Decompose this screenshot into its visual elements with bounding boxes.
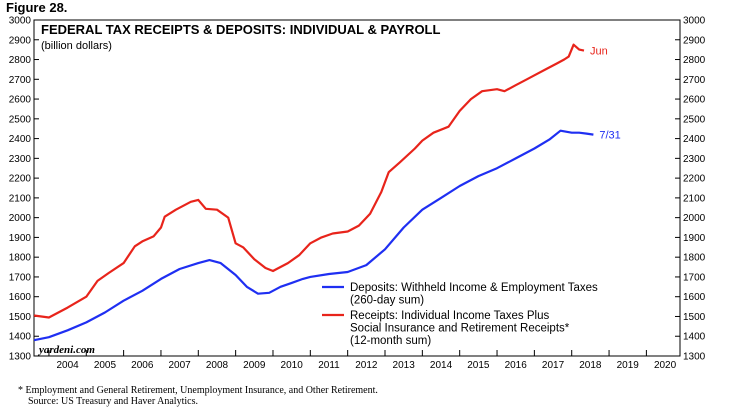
y-tick-label-left: 1600: [9, 292, 32, 303]
x-tick-label: 2009: [243, 360, 266, 371]
legend: Deposits: Withheld Income & Employment T…: [322, 282, 598, 347]
y-tick-label-right: 2100: [683, 193, 706, 204]
x-tick-label: 2016: [505, 360, 528, 371]
x-tick-label: 2008: [206, 360, 229, 371]
legend-entry-text: Social Insurance and Retirement Receipts…: [350, 323, 570, 335]
x-tick-label: 2005: [94, 360, 117, 371]
y-tick-label-left: 1700: [9, 272, 32, 283]
series-layer: 7/31 Jun: [33, 43, 621, 342]
legend-entry-text: (12-month sum): [350, 335, 431, 347]
y-tick-label-left: 1800: [9, 253, 32, 264]
y-tick-label-right: 1500: [683, 312, 706, 323]
y-tick-label-right: 2300: [683, 154, 706, 165]
y-tick-label-left: 2400: [9, 134, 32, 145]
y-tick-label-right: 1900: [683, 233, 706, 244]
x-tick-label: 2011: [318, 360, 340, 371]
legend-entry-text: (260-day sum): [350, 295, 424, 307]
chart: 1300 1400 1500 1600 1700 1800 1900 2000 2100 2200…: [9, 16, 706, 372]
y-tick-label-left: 1500: [9, 312, 32, 323]
footnotes: * Employment and General Retirement, Une…: [18, 385, 378, 407]
x-tick-label: 2004: [56, 360, 79, 371]
x-tick-label: 2019: [617, 360, 640, 371]
y-tick-label-left: 2700: [9, 75, 32, 86]
y-tick-label-right: 3000: [683, 16, 706, 27]
y-tick-label-right: 2000: [683, 213, 706, 224]
x-tick-label: 2006: [131, 360, 154, 371]
y-tick-label-right: 1400: [683, 332, 706, 343]
x-axis: 2004 2005 2006 2007 2008 2009 2010 2011 2012 2013…: [48, 350, 677, 371]
y-tick-label-left: 1300: [9, 352, 32, 363]
chart-subtitle: (billion dollars): [41, 40, 112, 52]
y-tick-label-right: 1800: [683, 253, 706, 264]
x-tick-label: 2013: [393, 360, 416, 371]
plot-frame: [33, 19, 681, 357]
chart-title: FEDERAL TAX RECEIPTS & DEPOSITS: INDIVID…: [41, 22, 440, 37]
y-tick-label-right: 1600: [683, 292, 706, 303]
series-line-deposits: [33, 129, 594, 342]
y-tick-label-left: 2200: [9, 174, 32, 185]
watermark: yardeni.com: [37, 344, 95, 356]
y-tick-label-right: 2500: [683, 114, 706, 125]
y-tick-label-right: 1300: [683, 352, 706, 363]
y-tick-label-left: 1400: [9, 332, 32, 343]
y-tick-label-left: 2800: [9, 55, 32, 66]
y-tick-label-left: 2500: [9, 114, 32, 125]
x-tick-label: 2010: [281, 360, 304, 371]
legend-entry-text: Receipts: Individual Income Taxes Plus: [350, 310, 549, 322]
x-tick-label: 2017: [542, 360, 565, 371]
y-tick-label-right: 2800: [683, 55, 706, 66]
figure-label: Figure 28.: [6, 0, 68, 15]
y-tick-label-left: 2000: [9, 213, 32, 224]
y-tick-label-right: 2700: [683, 75, 706, 86]
y-tick-label-left: 1900: [9, 233, 32, 244]
footnote-asterisk: * Employment and General Retirement, Une…: [18, 385, 378, 396]
y-tick-label-right: 2200: [683, 174, 706, 185]
y-tick-label-left: 3000: [9, 16, 32, 27]
x-tick-label: 2012: [355, 360, 378, 371]
y-tick-label-left: 2100: [9, 193, 32, 204]
y-axis-right: 1300 1400 1500 1600 1700 1800 1900 2000 2100 2200…: [675, 16, 706, 363]
y-tick-label-left: 2600: [9, 95, 32, 106]
y-axis-left: 1300 1400 1500 1600 1700 1800 1900 2000 2100 2200…: [9, 16, 39, 363]
x-tick-label: 2007: [169, 360, 192, 371]
x-tick-label: 2014: [430, 360, 453, 371]
y-tick-label-right: 2600: [683, 95, 706, 106]
footnote-source: Source: US Treasury and Haver Analytics.: [28, 396, 198, 407]
x-tick-label: 2015: [467, 360, 490, 371]
series-line-receipts: [33, 43, 585, 319]
y-tick-label-right: 1700: [683, 272, 706, 283]
legend-entry-text: Deposits: Withheld Income & Employment T…: [350, 282, 598, 294]
x-tick-label: 2020: [654, 360, 677, 371]
series-end-label: 7/31: [599, 130, 620, 142]
x-tick-label: 2018: [579, 360, 602, 371]
series-end-label: Jun: [590, 46, 608, 58]
y-tick-label-right: 2400: [683, 134, 706, 145]
y-tick-label-right: 2900: [683, 35, 706, 46]
y-tick-label-left: 2900: [9, 35, 32, 46]
y-tick-label-left: 2300: [9, 154, 32, 165]
